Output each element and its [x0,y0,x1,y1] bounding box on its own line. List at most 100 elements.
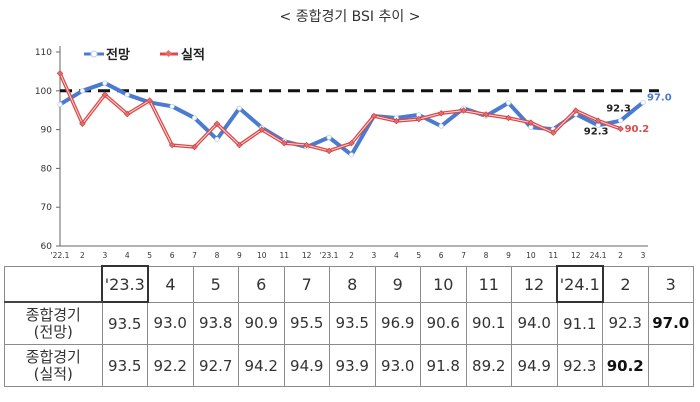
header-cell: 7 [283,265,330,303]
x-tick-label: 12 [571,251,581,260]
forecast-point [124,92,130,98]
header-cell: 5 [192,265,239,303]
x-tick-label: 12 [302,251,312,260]
x-tick-label: 7 [192,251,197,260]
actual-point [348,139,355,147]
table-cell: 93.5 [329,301,376,345]
table-cell: 94.0 [511,301,558,345]
actual-point [325,147,333,155]
y-tick-label: 100 [35,87,52,97]
y-tick-label: 90 [41,126,53,136]
table-cell: 92.7 [192,344,239,387]
x-tick-label: 5 [147,251,152,260]
table-cell: 97.0 [647,301,694,345]
forecast-point [640,99,646,106]
x-tick-label: 2 [349,251,354,260]
actual-point [594,117,602,124]
data-label: 90.2 [625,124,650,135]
line-chart: 110 100 90 80 70 60'22.1 2 3 4 5 6 7 8 9 10 11 12 '23.1 2 3… [35,46,672,260]
actual-point [572,107,579,114]
table-cell: 94.9 [283,344,330,387]
x-tick-label: 11 [549,251,559,260]
actual-point [146,97,153,104]
x-tick-label: 3 [102,251,107,260]
table-cell: 94.9 [511,344,558,387]
x-tick-label: 7 [461,251,466,260]
forecast-point [169,103,175,109]
forecast-point [438,123,444,129]
actual-point [527,119,535,126]
table-cell: 90.6 [420,301,467,345]
legend-marker-actual [164,49,173,58]
row-label-actual: 종합경기 (실적) [4,344,103,387]
table-header-row: '23.3 4 5 6 7 8 9 10 11 12 '24.1 2 3 [4,265,694,303]
y-tick-label: 70 [41,203,53,213]
table-cell: 91.8 [420,344,467,387]
header-cell: 3 [647,265,694,303]
row-label-line1: 종합경기 [25,305,81,324]
x-tick-label: 5 [416,251,421,260]
x-tick-label: '23.1 [320,251,339,260]
row-label-line1: 종합경기 [25,347,81,366]
x-tick-label: 8 [484,251,489,260]
table-cell: 92.3 [602,301,649,345]
table-cell: 93.8 [192,301,239,345]
actual-point [281,139,288,147]
header-cell: 6 [238,265,285,303]
header-cell: 4 [147,265,194,303]
actual-point [415,115,422,123]
table-cell [647,344,694,387]
x-tick-label: 11 [279,251,289,260]
x-tick-label: 10 [257,251,267,260]
x-tick-label: 24.1 [590,251,607,260]
table-row-actual: 종합경기 (실적) 93.5 92.2 92.7 94.2 94.9 93.9 9… [4,344,694,387]
table-cell: 93.5 [101,301,148,345]
header-cell: 10 [420,265,467,303]
actual-point [617,125,624,133]
table-cell: 93.5 [101,344,148,387]
x-tick-label: 8 [215,251,220,260]
actual-point [460,107,467,114]
x-tick-label: 9 [237,251,242,260]
actual-point [303,141,310,149]
x-tick-label: '22.1 [51,251,70,260]
data-table: '23.3 4 5 6 7 8 9 10 11 12 '24.1 2 3 종합경… [4,265,694,387]
forecast-point [57,101,63,107]
y-tick-label: 80 [41,164,53,174]
actual-point [438,110,445,117]
x-tick-label: 3 [641,251,646,260]
x-tick-label: 9 [506,251,511,260]
header-cell: 2 [602,265,649,303]
actual-point [213,120,221,127]
header-cell: '24.1 [556,265,604,303]
forecast-point [326,134,332,140]
header-cell: '23.3 [101,265,149,303]
y-tick-label: 60 [41,242,53,252]
forecast-point [348,152,355,158]
actual-point [168,141,176,149]
forecast-point [191,115,198,121]
table-cell: 96.9 [374,301,421,345]
legend-label-forecast: 전망 [106,47,130,63]
x-tick-label: 2 [618,251,623,260]
table-cell: 92.3 [556,344,603,387]
data-label: 92.3 [584,127,609,138]
forecast-point [214,136,220,142]
header-cell: 9 [374,265,421,303]
row-label-line2: (전망) [33,322,73,341]
x-tick-label: 10 [526,251,536,260]
header-cell: 11 [465,265,512,303]
actual-point [79,120,86,127]
y-tick-label: 110 [35,48,52,58]
actual-point [258,126,265,133]
row-label-forecast: 종합경기 (전망) [4,301,103,345]
actual-point [101,91,109,98]
table-cell: 90.2 [602,344,649,387]
table-cell: 93.0 [374,344,421,387]
x-tick-label: 6 [439,251,444,260]
data-label: 97.0 [647,92,672,103]
forecast-point [236,105,242,111]
table-cell: 95.5 [283,301,330,345]
table-cell: 91.1 [556,301,603,345]
actual-point [550,129,557,136]
